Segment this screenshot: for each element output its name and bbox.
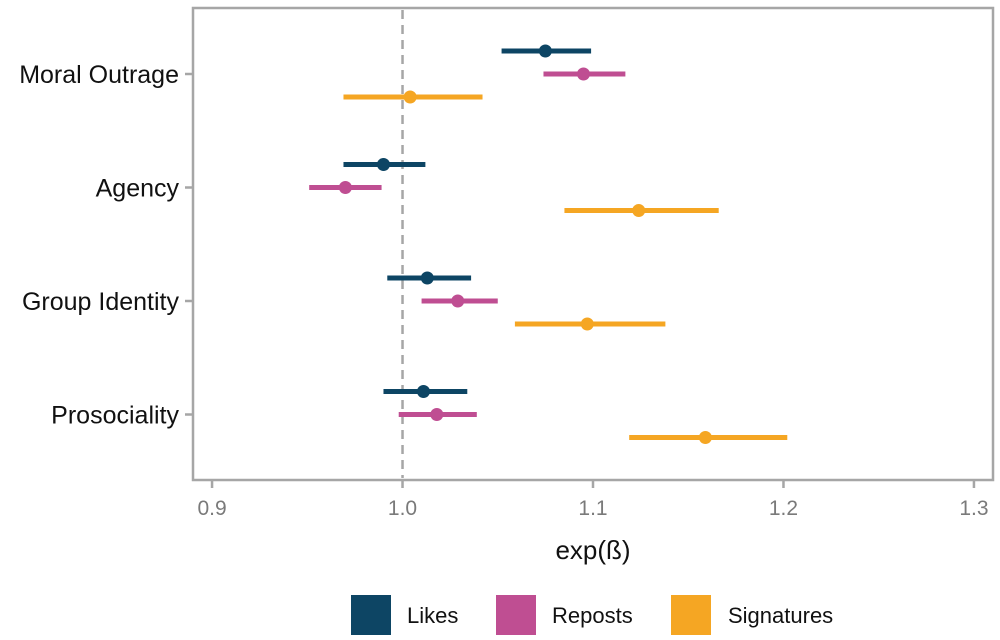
x-tick-label: 1.1 <box>578 497 607 520</box>
plot-panel <box>191 6 995 482</box>
legend-swatch-signatures <box>671 595 711 635</box>
point-estimate <box>451 294 465 308</box>
legend-label-likes: Likes <box>407 603 458 628</box>
y-tick-label: Prosociality <box>51 402 179 430</box>
point-estimate <box>538 44 552 58</box>
series-likes <box>343 44 592 398</box>
series-reposts <box>309 67 626 421</box>
y-tick-label: Group Identity <box>22 288 180 316</box>
series-signatures <box>343 90 788 444</box>
x-tick-label: 1.2 <box>769 497 798 520</box>
x-axis: 0.9 1.0 1.1 1.2 1.3 <box>197 480 989 520</box>
y-tick-label: Agency <box>96 175 180 203</box>
point-estimate <box>430 408 444 421</box>
x-axis-title: exp(ß) <box>555 535 630 565</box>
x-tick-label: 1.3 <box>959 497 988 520</box>
series-group <box>309 44 788 444</box>
point-estimate <box>416 385 430 398</box>
point-estimate <box>376 158 390 171</box>
legend: Likes Reposts Signatures <box>351 595 833 635</box>
legend-swatch-reposts <box>496 595 536 635</box>
point-estimate <box>576 67 590 81</box>
x-tick-label: 0.9 <box>197 497 226 520</box>
y-tick-label: Moral Outrage <box>19 61 179 89</box>
point-estimate <box>403 90 417 104</box>
point-estimate <box>632 204 646 217</box>
point-estimate <box>338 181 352 194</box>
legend-label-signatures: Signatures <box>728 603 833 628</box>
point-estimate <box>698 431 712 444</box>
point-estimate <box>580 317 594 331</box>
y-axis: Moral Outrage Agency Group Identity Prosoci… <box>19 61 193 430</box>
x-tick-label: 1.0 <box>388 497 417 520</box>
legend-swatch-likes <box>351 595 391 635</box>
point-estimate <box>420 271 434 285</box>
legend-label-reposts: Reposts <box>552 603 633 628</box>
